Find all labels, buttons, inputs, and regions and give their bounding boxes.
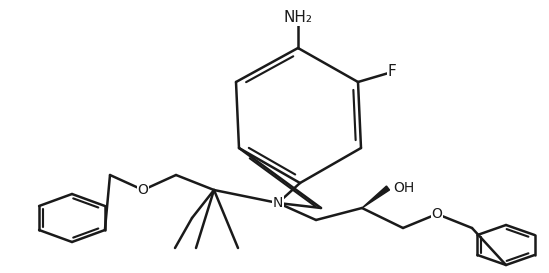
Polygon shape [362, 186, 390, 208]
Text: O: O [432, 207, 442, 221]
Text: OH: OH [393, 181, 414, 195]
Text: NH₂: NH₂ [283, 10, 312, 25]
Text: F: F [388, 64, 396, 79]
Text: O: O [138, 183, 148, 197]
Text: N: N [273, 196, 283, 210]
